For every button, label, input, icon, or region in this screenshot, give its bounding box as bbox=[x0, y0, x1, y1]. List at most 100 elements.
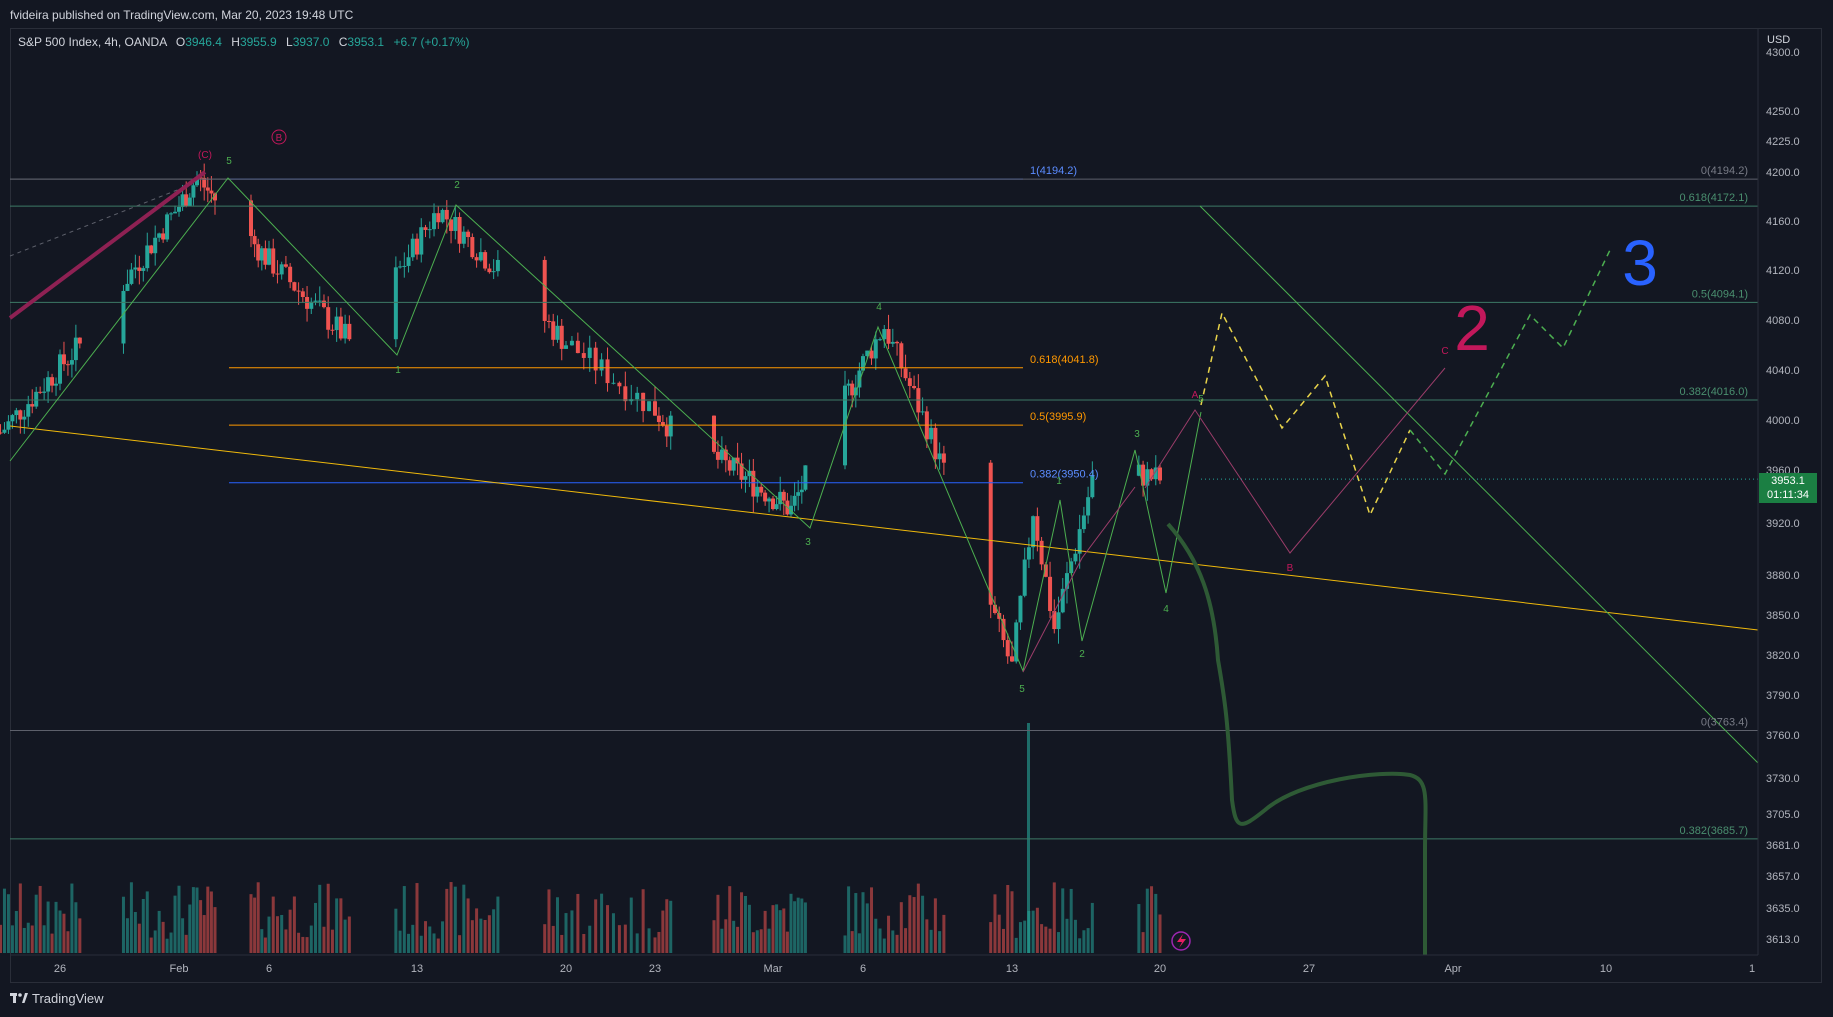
volume-bar bbox=[925, 919, 929, 953]
volume-bar bbox=[466, 898, 470, 953]
price-tick-label: 3920.0 bbox=[1766, 518, 1800, 530]
volume-bar bbox=[188, 904, 192, 953]
volume-bar bbox=[470, 920, 474, 953]
candle-body bbox=[259, 248, 264, 261]
volume-bar bbox=[394, 908, 398, 953]
candle-body bbox=[1149, 469, 1154, 480]
candle-body bbox=[551, 321, 556, 340]
price-tick-label: 4250.0 bbox=[1766, 106, 1800, 118]
volume-bar bbox=[641, 889, 645, 953]
volume-bar bbox=[576, 893, 580, 953]
volume-bar bbox=[38, 885, 42, 953]
candle-body bbox=[723, 449, 728, 461]
volume-bar bbox=[785, 931, 789, 953]
candle-body bbox=[605, 359, 610, 384]
candle-body bbox=[406, 257, 411, 266]
candle-body bbox=[137, 267, 142, 271]
volume-bar bbox=[411, 924, 415, 953]
candle-body bbox=[461, 231, 466, 244]
candle-body bbox=[42, 391, 47, 393]
volume-bar bbox=[1141, 932, 1145, 953]
volume-bar bbox=[432, 933, 436, 953]
volume-bar bbox=[763, 910, 767, 953]
volume-bar bbox=[882, 938, 886, 953]
volume-bar bbox=[157, 910, 161, 953]
volume-bar bbox=[899, 902, 903, 953]
chart-frame[interactable] bbox=[10, 28, 1822, 983]
candle-body bbox=[587, 347, 592, 358]
candle-body bbox=[141, 268, 146, 271]
candle-body bbox=[1001, 618, 1006, 641]
volume-bar bbox=[665, 899, 669, 953]
volume-bar bbox=[14, 910, 18, 953]
volume-bar bbox=[600, 893, 604, 953]
symbol-name[interactable]: S&P 500 Index, 4h, OANDA bbox=[18, 35, 167, 49]
price-tick-label: 4200.0 bbox=[1766, 167, 1800, 179]
volume-bar bbox=[759, 929, 763, 953]
candle-body bbox=[1077, 529, 1082, 554]
volume-bar bbox=[191, 887, 195, 953]
volume-bar bbox=[18, 883, 22, 953]
candle-body bbox=[334, 316, 339, 331]
volume-bar bbox=[789, 893, 793, 953]
volume-bar bbox=[330, 929, 334, 953]
volume-bar bbox=[629, 897, 633, 953]
annotation-two: 2 bbox=[1454, 292, 1490, 364]
volume-bar bbox=[997, 914, 1001, 953]
candle-body bbox=[283, 264, 288, 267]
candle-body bbox=[1010, 656, 1014, 662]
candle-body bbox=[187, 197, 192, 207]
volume-bar bbox=[415, 883, 419, 953]
candle-body bbox=[457, 217, 462, 244]
candle-body bbox=[77, 337, 82, 344]
candle-body bbox=[402, 265, 407, 267]
volume-bar bbox=[34, 894, 38, 953]
fib-level-label: 0(4194.2) bbox=[1701, 165, 1748, 177]
volume-bar bbox=[736, 926, 740, 953]
volume-bar bbox=[635, 933, 639, 953]
volume-bar bbox=[775, 904, 779, 953]
candle-body bbox=[213, 193, 217, 201]
candle-body bbox=[38, 391, 43, 393]
volume-bar bbox=[284, 929, 288, 953]
volume-bar bbox=[606, 905, 610, 953]
volume-bar bbox=[623, 924, 627, 953]
volume-bar bbox=[1065, 918, 1069, 953]
price-tick-label: 4225.0 bbox=[1766, 136, 1800, 148]
candle-body bbox=[300, 291, 305, 297]
time-tick-label: 13 bbox=[1006, 963, 1018, 975]
candle-body bbox=[668, 415, 673, 437]
price-tick-label: 3635.0 bbox=[1766, 903, 1800, 915]
candle-body bbox=[313, 300, 318, 302]
candle-body bbox=[1048, 576, 1053, 612]
candle-body bbox=[1014, 622, 1019, 662]
symbol-legend[interactable]: S&P 500 Index, 4h, OANDA O3946.4 H3955.9… bbox=[18, 35, 470, 49]
candle-body bbox=[886, 329, 891, 344]
volume-bar bbox=[1061, 888, 1065, 953]
candle-body bbox=[153, 237, 158, 254]
candle-body bbox=[796, 492, 801, 496]
candle-body bbox=[26, 404, 31, 417]
candle-body bbox=[803, 465, 808, 490]
candle-body bbox=[202, 177, 207, 188]
volume-bar bbox=[50, 933, 54, 953]
volume-bar bbox=[1006, 885, 1010, 953]
candle-body bbox=[173, 211, 178, 214]
price-tick-label: 3760.0 bbox=[1766, 730, 1800, 742]
volume-bar bbox=[778, 910, 782, 953]
candle-body bbox=[895, 341, 900, 344]
candle-body bbox=[623, 386, 628, 402]
candle-body bbox=[177, 206, 181, 212]
close-value: 3953.1 bbox=[347, 35, 385, 49]
candle-body bbox=[205, 187, 210, 191]
candle-body bbox=[466, 231, 471, 238]
candle-body bbox=[449, 219, 454, 231]
volume-bar bbox=[1010, 891, 1014, 953]
wave-label: 1 bbox=[1056, 476, 1062, 487]
candle-body bbox=[641, 392, 646, 412]
volume-bar bbox=[712, 920, 716, 953]
wave-label: (C) bbox=[198, 150, 212, 161]
tradingview-logo[interactable]: TradingView bbox=[10, 991, 104, 1006]
candle-body bbox=[180, 194, 185, 207]
